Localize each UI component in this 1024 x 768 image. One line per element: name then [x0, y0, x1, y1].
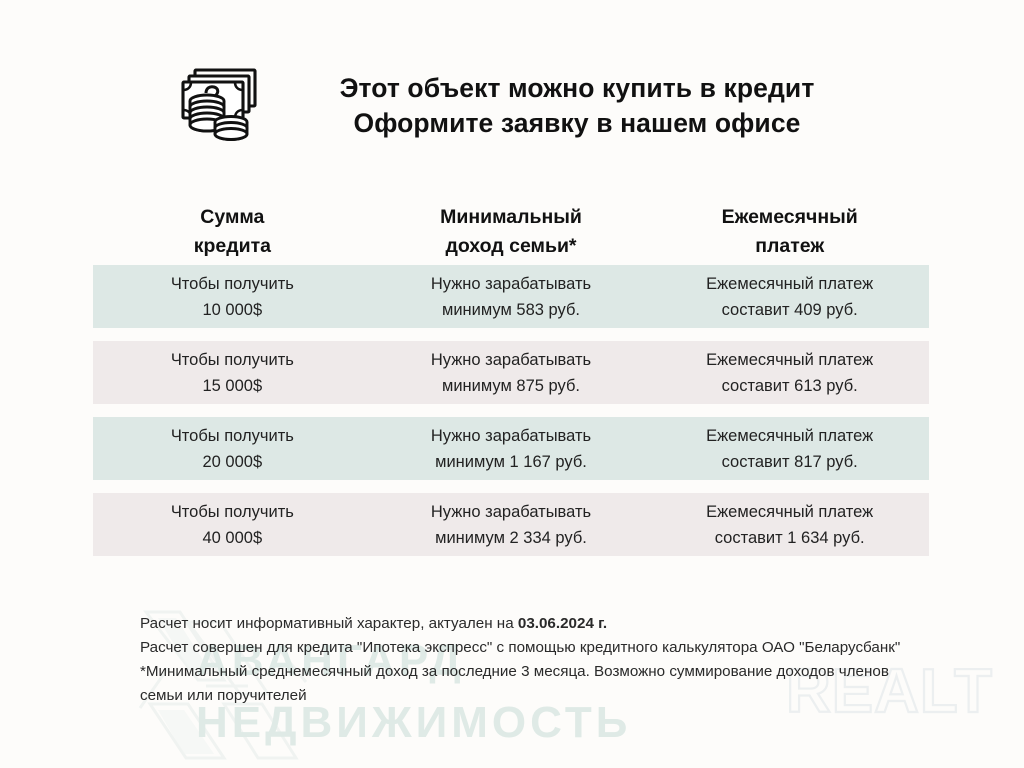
cell-monthly-payment: Ежемесячный платеж составит 817 руб. [650, 423, 929, 475]
table-row: Чтобы получить 20 000$ Нужно зарабатыват… [93, 417, 929, 480]
cell-min-income-line-2: минимум 1 167 руб. [435, 452, 587, 471]
footnote-relevance-prefix: Расчет носит информативный характер, акт… [140, 615, 518, 632]
header-title-line-2: Оформите заявку в нашем офисе [353, 108, 801, 138]
header-titles: Этот объект можно купить в кредит Оформи… [283, 71, 929, 141]
column-header-min-income-line-1: Минимальный [440, 206, 582, 228]
column-header-monthly-payment-line-2: платеж [755, 235, 825, 257]
cell-loan-amount-line-1: Чтобы получить [170, 426, 294, 445]
cell-min-income-line-1: Нужно зарабатывать [430, 274, 592, 293]
column-header-loan-amount-line-2: кредита [193, 235, 271, 257]
cell-loan-amount-line-2: 15 000$ [202, 376, 263, 395]
column-header-monthly-payment: Ежемесячный платеж [650, 198, 929, 265]
cell-monthly-payment-line-1: Ежемесячный платеж [706, 502, 874, 521]
cell-min-income: Нужно зарабатывать минимум 1 167 руб. [372, 423, 651, 475]
cell-monthly-payment-line-1: Ежемесячный платеж [706, 350, 874, 369]
cell-loan-amount-line-2: 40 000$ [202, 528, 263, 547]
cell-monthly-payment-line-1: Ежемесячный платеж [706, 274, 874, 293]
cell-loan-amount-line-1: Чтобы получить [170, 274, 294, 293]
column-header-loan-amount-line-1: Сумма [200, 206, 265, 228]
header-title-line-1: Этот объект можно купить в кредит [339, 73, 815, 103]
cell-loan-amount-line-1: Чтобы получить [170, 350, 294, 369]
column-header-monthly-payment-line-1: Ежемесячный [721, 206, 858, 228]
cell-monthly-payment-line-2: составит 409 руб. [721, 300, 858, 319]
cell-monthly-payment: Ежемесячный платеж составит 613 руб. [650, 347, 929, 399]
money-banknotes-coins-icon [181, 68, 257, 141]
cell-min-income-line-1: Нужно зарабатывать [430, 502, 592, 521]
cell-min-income: Нужно зарабатывать минимум 583 руб. [372, 271, 651, 323]
cell-monthly-payment-line-2: составит 613 руб. [721, 376, 858, 395]
table-row: Чтобы получить 15 000$ Нужно зарабатыват… [93, 341, 929, 404]
cell-loan-amount: Чтобы получить 20 000$ [93, 423, 372, 475]
cell-monthly-payment: Ежемесячный платеж составит 409 руб. [650, 271, 929, 323]
cell-monthly-payment-line-1: Ежемесячный платеж [706, 426, 874, 445]
cell-min-income-line-2: минимум 2 334 руб. [435, 528, 587, 547]
table-header-row: Сумма кредита Минимальный доход семьи* Е… [93, 198, 929, 265]
cell-min-income-line-1: Нужно зарабатывать [430, 350, 592, 369]
cell-monthly-payment: Ежемесячный платеж составит 1 634 руб. [650, 499, 929, 551]
table-row: Чтобы получить 40 000$ Нужно зарабатыват… [93, 493, 929, 556]
cell-loan-amount: Чтобы получить 15 000$ [93, 347, 372, 399]
cell-min-income-line-2: минимум 875 руб. [442, 376, 580, 395]
footnote-block: Расчет носит информативный характер, акт… [140, 612, 930, 708]
cell-min-income: Нужно зарабатывать минимум 2 334 руб. [372, 499, 651, 551]
cell-monthly-payment-line-2: составит 1 634 руб. [714, 528, 865, 547]
footnote-relevance-date: 03.06.2024 г. [517, 615, 608, 632]
cell-loan-amount-line-2: 20 000$ [202, 452, 263, 471]
footnote-line-relevance: Расчет носит информативный характер, акт… [140, 612, 930, 636]
cell-min-income-line-2: минимум 583 руб. [442, 300, 580, 319]
footnote-line-income-note: *Минимальный среднемесячный доход за пос… [140, 663, 889, 704]
footnote-line-calculator: Расчет совершен для кредита "Ипотека экс… [140, 639, 901, 656]
cell-loan-amount: Чтобы получить 10 000$ [93, 271, 372, 323]
cell-min-income-line-1: Нужно зарабатывать [430, 426, 592, 445]
credit-table: Сумма кредита Минимальный доход семьи* Е… [93, 198, 929, 569]
cell-min-income: Нужно зарабатывать минимум 875 руб. [372, 347, 651, 399]
cell-monthly-payment-line-2: составит 817 руб. [721, 452, 858, 471]
header-banner: Этот объект можно купить в кредит Оформи… [93, 66, 929, 146]
column-header-min-income-line-2: доход семьи* [445, 235, 577, 257]
cell-loan-amount-line-2: 10 000$ [202, 300, 263, 319]
column-header-loan-amount: Сумма кредита [93, 198, 372, 265]
column-header-min-income: Минимальный доход семьи* [372, 198, 651, 265]
cell-loan-amount-line-1: Чтобы получить [170, 502, 294, 521]
cell-loan-amount: Чтобы получить 40 000$ [93, 499, 372, 551]
table-row: Чтобы получить 10 000$ Нужно зарабатыват… [93, 265, 929, 328]
